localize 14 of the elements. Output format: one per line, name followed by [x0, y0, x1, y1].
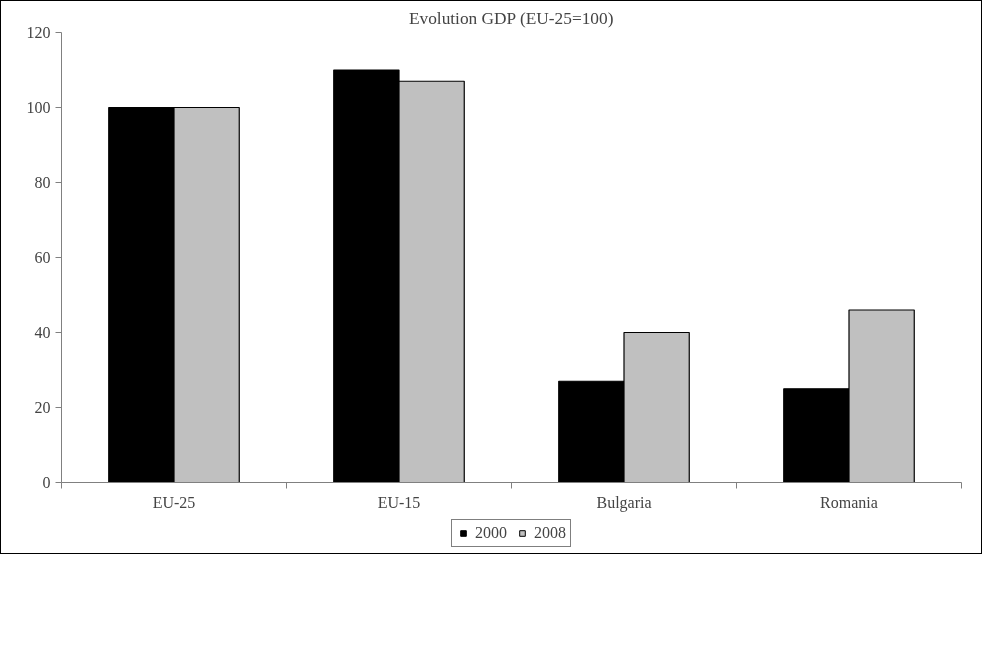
y-tick-label: 120: [26, 24, 51, 41]
y-tick-label: 20: [34, 399, 51, 416]
x-tick-label: EU-25: [152, 493, 196, 511]
x-tick-label: EU-15: [377, 493, 421, 511]
x-tick-label: Romania: [820, 493, 878, 511]
y-tick-label: 0: [42, 474, 51, 491]
y-tick-label: 60: [34, 249, 51, 266]
y-tick-label: 100: [26, 99, 51, 116]
legend-label: 2008: [534, 524, 566, 542]
y-tick-label: 40: [34, 324, 51, 341]
chart-title: Evolution GDP (EU-25=100): [408, 8, 614, 28]
x-tick-label: Bulgaria: [596, 493, 652, 512]
legend-label: 2000: [475, 524, 507, 542]
y-tick-label: 80: [34, 174, 51, 191]
